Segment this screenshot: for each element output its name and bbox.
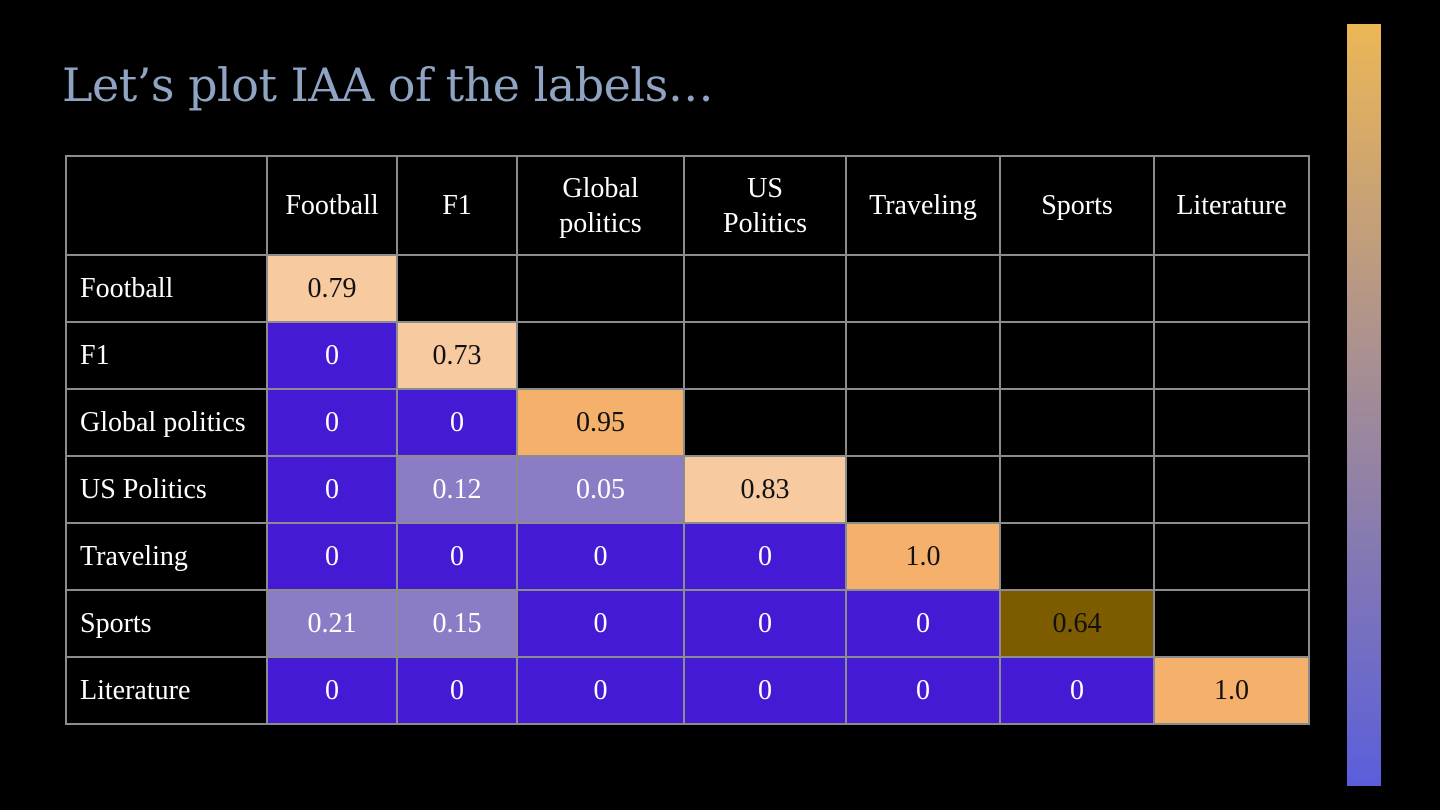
row-label: F1 xyxy=(65,321,268,390)
heatmap-cell: 0 xyxy=(396,388,518,457)
heatmap-cell xyxy=(1153,388,1311,457)
heatmap-cell: 0.73 xyxy=(396,321,518,390)
heatmap-cell: 0 xyxy=(682,656,848,725)
heatmap-cell: 0 xyxy=(516,589,685,658)
heatmap-cell: 0 xyxy=(845,656,1002,725)
heatmap-cell xyxy=(682,321,848,390)
heatmap-cell: 0 xyxy=(266,522,398,591)
heatmap-cell: 0.83 xyxy=(682,455,848,524)
heatmap-cell: 0.95 xyxy=(516,388,685,457)
row-label: Traveling xyxy=(65,522,268,591)
heatmap-cell xyxy=(999,522,1156,591)
heatmap-body: Football 0.79 F1 0 0.73 Global politics 0 0 0.95… xyxy=(65,254,1311,725)
heatmap-cell: 0 xyxy=(266,388,398,457)
table-row: Global politics 0 0 0.95 xyxy=(65,388,1311,457)
heatmap-cell: 0 xyxy=(845,589,1002,658)
table-row: F1 0 0.73 xyxy=(65,321,1311,390)
column-header: Football xyxy=(266,155,398,256)
heatmap-cell: 0 xyxy=(516,522,685,591)
heatmap-cell: 0 xyxy=(516,656,685,725)
table-row: Traveling 0 0 0 0 1.0 xyxy=(65,522,1311,591)
row-label: Literature xyxy=(65,656,268,725)
heatmap-cell xyxy=(845,455,1002,524)
heatmap-cell: 0 xyxy=(266,455,398,524)
heatmap-cell xyxy=(682,254,848,323)
heatmap-cell: 1.0 xyxy=(845,522,1002,591)
table-row: Football 0.79 xyxy=(65,254,1311,323)
row-label: Football xyxy=(65,254,268,323)
row-label: US Politics xyxy=(65,455,268,524)
heatmap-cell xyxy=(396,254,518,323)
column-header: US Politics xyxy=(682,155,848,256)
heatmap-cell: 0.12 xyxy=(396,455,518,524)
heatmap-cell xyxy=(1153,522,1311,591)
column-header: F1 xyxy=(396,155,518,256)
color-scale-bar xyxy=(1347,24,1381,786)
row-label: Global politics xyxy=(65,388,268,457)
heatmap-cell: 1.0 xyxy=(1153,656,1311,725)
column-header: Traveling xyxy=(845,155,1002,256)
column-header: Literature xyxy=(1153,155,1311,256)
heatmap-cell xyxy=(1153,455,1311,524)
heatmap-cell xyxy=(999,388,1156,457)
heatmap-cell xyxy=(845,254,1002,323)
heatmap-cell: 0 xyxy=(682,522,848,591)
table-row: Literature 0 0 0 0 0 0 1.0 xyxy=(65,656,1311,725)
heatmap-cell: 0.64 xyxy=(999,589,1156,658)
table-row: Sports 0.21 0.15 0 0 0 0.64 xyxy=(65,589,1311,658)
heatmap-cell xyxy=(999,254,1156,323)
heatmap-cell xyxy=(1153,321,1311,390)
heatmap-cell xyxy=(1153,254,1311,323)
column-header: Sports xyxy=(999,155,1156,256)
heatmap-cell xyxy=(845,388,1002,457)
heatmap-cell xyxy=(516,321,685,390)
iaa-heatmap-table: Football F1 Global politics US Politics … xyxy=(65,155,1311,725)
heatmap-cell xyxy=(1153,589,1311,658)
heatmap-cell: 0 xyxy=(999,656,1156,725)
heatmap-cell xyxy=(999,321,1156,390)
heatmap-cell: 0.15 xyxy=(396,589,518,658)
table-row: US Politics 0 0.12 0.05 0.83 xyxy=(65,455,1311,524)
heatmap-cell: 0.79 xyxy=(266,254,398,323)
heatmap-cell xyxy=(999,455,1156,524)
row-label: Sports xyxy=(65,589,268,658)
heatmap-cell: 0 xyxy=(266,656,398,725)
heatmap-cell xyxy=(682,388,848,457)
heatmap-cell: 0 xyxy=(396,522,518,591)
heatmap-cell: 0 xyxy=(266,321,398,390)
heatmap-cell: 0.21 xyxy=(266,589,398,658)
heatmap-cell xyxy=(845,321,1002,390)
corner-cell xyxy=(65,155,268,256)
column-header-row: Football F1 Global politics US Politics … xyxy=(65,155,1311,256)
heatmap-cell: 0 xyxy=(396,656,518,725)
heatmap-cell xyxy=(516,254,685,323)
heatmap-cell: 0 xyxy=(682,589,848,658)
heatmap-cell: 0.05 xyxy=(516,455,685,524)
column-header: Global politics xyxy=(516,155,685,256)
slide-title: Let’s plot IAA of the labels… xyxy=(62,58,714,112)
